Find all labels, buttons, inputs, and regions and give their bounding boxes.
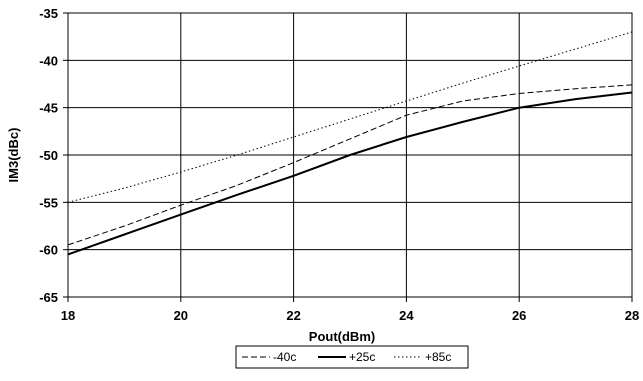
series-lines <box>67 31 633 256</box>
y-tick-label: -35 <box>39 6 58 21</box>
x-tick-label: 28 <box>625 308 639 323</box>
y-tick-label: -40 <box>39 53 58 68</box>
y-axis-ticks: -65 -60 -55 -50 -45 -40 -35 <box>39 6 68 305</box>
legend-box <box>235 345 469 369</box>
y-tick-label: -45 <box>39 101 58 116</box>
series-line-+85c <box>67 31 633 203</box>
x-tick-label: 22 <box>286 308 300 323</box>
y-tick-label: -55 <box>39 195 58 210</box>
x-tick-label: 20 <box>174 308 188 323</box>
series-line--40c <box>67 84 633 246</box>
y-tick-label: -60 <box>39 243 58 258</box>
series-line-+25c <box>67 91 633 256</box>
x-tick-label: 26 <box>512 308 526 323</box>
legend-label-+85c: +85c <box>425 350 451 364</box>
legend-label--40c: -40c <box>273 350 296 364</box>
y-tick-label: -65 <box>39 290 58 305</box>
x-axis-title: Pout(dBm) <box>309 329 375 344</box>
legend-label-+25c: +25c <box>349 350 375 364</box>
legend: -40c +25c +85c <box>235 345 469 369</box>
x-tick-label: 18 <box>61 308 75 323</box>
x-tick-label: 24 <box>399 308 414 323</box>
y-tick-label: -50 <box>39 148 58 163</box>
x-axis-ticks: 18 20 22 24 26 28 <box>61 297 639 323</box>
y-axis-title: IM3(dBc) <box>6 128 21 183</box>
